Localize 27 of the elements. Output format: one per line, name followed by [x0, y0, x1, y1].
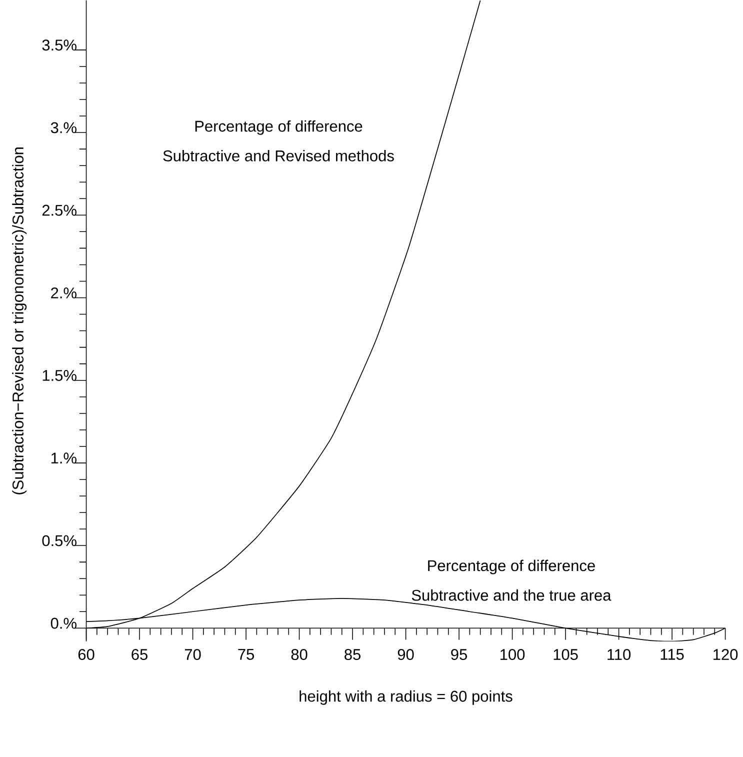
- x-tick-label: 80: [291, 649, 308, 660]
- x-tick-label: 90: [398, 649, 414, 660]
- x-tick-label: 105: [554, 649, 578, 660]
- y-axis-title: (Subtraction−Revised or trigonometric)/Subtraction: [12, 148, 26, 494]
- y-tick-label: 2.5%: [42, 204, 76, 216]
- annotation: Percentage of difference: [195, 120, 362, 135]
- annotation: Percentage of difference: [428, 560, 595, 574]
- y-tick-label: 2.%: [50, 287, 76, 298]
- x-tick-label: 60: [78, 649, 94, 660]
- y-tick-label: 1.5%: [42, 370, 76, 381]
- annotation: Subtractive and the true area: [412, 589, 612, 601]
- x-tick-label: 85: [344, 649, 360, 660]
- x-tick-label: 75: [238, 649, 254, 660]
- y-tick-label: 3.5%: [42, 40, 76, 51]
- x-tick-label: 70: [184, 649, 201, 660]
- annotation: Subtractive and Revised methods: [163, 150, 394, 162]
- y-tick-label: 0.5%: [42, 535, 76, 546]
- x-tick-label: 120: [713, 649, 738, 660]
- x-tick-label: 110: [607, 649, 630, 660]
- y-tick-label: 0.%: [50, 618, 76, 629]
- y-tick-label: 3.%: [50, 122, 76, 134]
- x-tick-label: 95: [450, 649, 467, 660]
- y-tick-label: 1.%: [51, 452, 76, 464]
- x-tick-label: 115: [660, 649, 684, 660]
- x-axis-title: height with a radius = 60 points: [299, 690, 512, 705]
- x-tick-label: 65: [131, 649, 148, 660]
- x-tick-label: 100: [500, 649, 524, 660]
